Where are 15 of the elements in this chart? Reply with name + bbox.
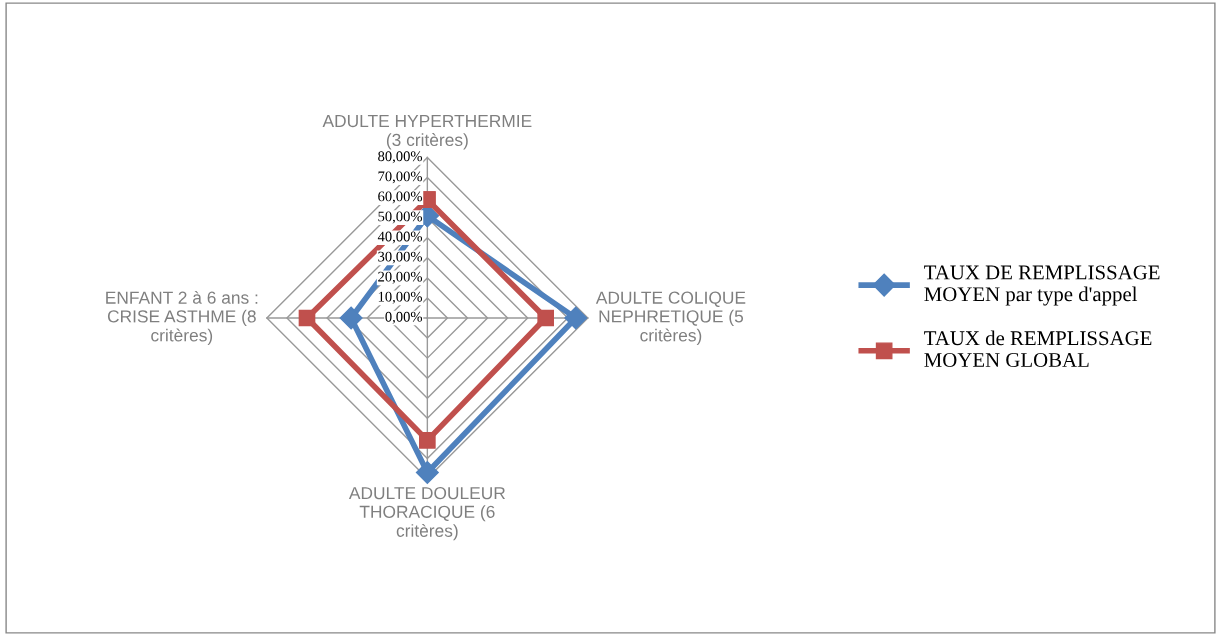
y-tick-label: 60,00% [378,191,423,204]
y-tick-label: 50,00% [378,211,423,224]
y-tick-label: 10,00% [378,291,423,304]
legend-label: TAUX de REMPLISSAGE MOYEN GLOBAL [924,330,1152,367]
spoke-label: ENFANT 2 à 6 ans : CRISE ASTHME (8 critères) [106,290,258,345]
y-tick-label: 30,00% [378,251,423,264]
spoke-label: ADULTE COLIQUE NEPHRETIQUE (5 critères) [595,291,746,345]
y-tick-label: 20,00% [378,271,423,284]
spoke-label: ADULTE HYPERTHERMIE (3 critères) [322,115,532,150]
y-tick-label: 80,00% [378,151,423,164]
spoke-label: ADULTE DOULEUR THORACIQUE (6 critères) [348,486,506,541]
y-tick-label: 0,00% [385,311,423,324]
y-tick-label: 40,00% [377,231,423,244]
y-tick-label: 70,00% [378,171,423,184]
legend-label: TAUX DE REMPLISSAGE MOYEN par type d'appel [924,265,1160,306]
